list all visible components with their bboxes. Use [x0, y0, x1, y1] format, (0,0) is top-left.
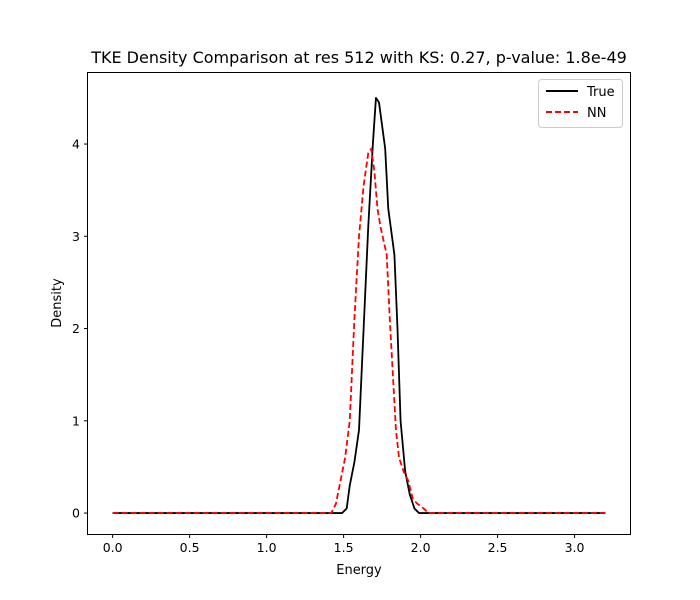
y-tick-label: 0 [72, 506, 80, 521]
y-axis: 0 1 2 3 4 [72, 137, 88, 521]
y-tick-label: 3 [72, 229, 80, 244]
x-tick-label: 1.5 [334, 540, 354, 555]
y-tick-label: 1 [72, 413, 80, 428]
series-layer [112, 97, 606, 514]
x-tick-label: 2.0 [411, 540, 431, 555]
chart-title: TKE Density Comparison at res 512 with K… [90, 48, 627, 67]
x-axis: 0.0 0.5 1.0 1.5 2.0 2.5 3.0 [103, 534, 585, 555]
y-axis-label: Density [50, 278, 65, 328]
legend: True NN [538, 79, 623, 128]
axes-frame [87, 72, 631, 535]
y-tick-label: 2 [72, 321, 80, 336]
x-tick-label: 1.0 [257, 540, 277, 555]
legend-label-true: True [586, 85, 615, 100]
x-tick-label: 3.0 [565, 540, 585, 555]
legend-label-nn: NN [587, 106, 606, 121]
y-tick-label: 4 [72, 137, 80, 152]
series-line-true [112, 97, 606, 514]
x-tick-label: 2.5 [488, 540, 508, 555]
x-axis-label: Energy [336, 563, 382, 578]
x-tick-label: 0.0 [103, 540, 123, 555]
plot-area [87, 72, 631, 535]
x-tick-label: 0.5 [180, 540, 200, 555]
